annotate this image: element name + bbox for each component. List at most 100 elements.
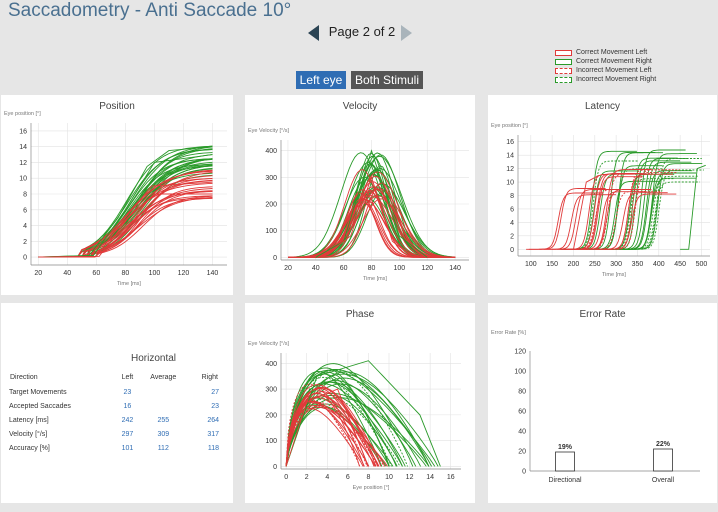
latency-trace (563, 188, 641, 250)
x-tick-label: 500 (696, 261, 708, 268)
x-tick-label: 40 (312, 265, 320, 272)
latency-trace (583, 190, 661, 250)
y-tick-label: 300 (265, 175, 277, 182)
y-tick-label: 200 (265, 412, 277, 419)
page-indicator: Page 2 of 2 (328, 24, 396, 39)
legend-item: Incorrect Movement Left (555, 66, 715, 75)
phase-trace (285, 389, 365, 467)
category-label: Overall (652, 477, 675, 484)
row-label: Latency [ms] (9, 416, 49, 424)
y-tick-label: 14 (506, 153, 514, 160)
cell-avg: 309 (157, 430, 170, 438)
legend-item: Correct Movement Right (555, 57, 715, 66)
x-tick-label: 40 (63, 270, 71, 277)
x-tick-label: 8 (366, 474, 370, 481)
cell-left: 101 (121, 444, 134, 452)
cell-avg: 255 (157, 416, 170, 424)
x-tick-label: 120 (178, 270, 190, 277)
velocity-chart: 20 40 60 80 100 120 140 0 100 200 300 400 Eye Veloci… (248, 128, 469, 282)
velocity-trace (288, 186, 456, 258)
phase-panel: Phase 0 2 4 6 8 10 12 14 16 0 100 200 300 400 Eye Velo… (245, 303, 475, 503)
x-tick-label: 20 (284, 265, 292, 272)
legend-swatch (555, 49, 572, 56)
y-tick-label: 6 (23, 207, 27, 214)
latency-trace (539, 194, 616, 250)
x-tick-label: 2 (305, 474, 309, 481)
y-tick-label: 0 (273, 464, 277, 471)
phase-chart: 0 2 4 6 8 10 12 14 16 0 100 200 300 400 Eye Velocity [… (248, 341, 461, 491)
y-tick-label: 12 (19, 160, 27, 167)
x-tick-label: 6 (346, 474, 350, 481)
phase-trace (285, 400, 377, 467)
y-tick-label: 0 (510, 247, 514, 254)
legend-item: Incorrect Movement Right (555, 75, 715, 84)
error-bar (653, 448, 673, 472)
x-tick-label: 16 (447, 474, 455, 481)
x-tick-label: 350 (632, 261, 644, 268)
latency-trace (619, 177, 697, 250)
row-label: Target Movements (9, 388, 67, 396)
phase-trace (285, 367, 390, 467)
latency-trace (622, 181, 700, 250)
y-tick-label: 8 (510, 193, 514, 200)
column-header: Left (121, 373, 134, 381)
cell-left: 242 (121, 416, 134, 424)
y-tick-label: 2 (510, 233, 514, 240)
table-row: Velocity [°/s] 297 309 317 (9, 427, 219, 441)
legend-swatch (555, 76, 572, 83)
cell-right: 118 (207, 444, 219, 452)
x-tick-label: 140 (449, 265, 461, 272)
phase-series (285, 388, 369, 467)
y-tick-label: 16 (506, 139, 514, 146)
x-tick-label: 300 (610, 261, 622, 268)
legend-label: Correct Movement Left (576, 49, 648, 56)
cell-right: 264 (207, 416, 219, 424)
both-stimuli-toggle[interactable]: Both Stimuli (351, 71, 423, 89)
y-tick-label: 100 (514, 369, 526, 376)
y-tick-label: 2 (23, 239, 27, 246)
x-tick-label: 200 (568, 261, 580, 268)
next-page-icon[interactable] (398, 24, 414, 42)
cell-right: 317 (207, 430, 219, 438)
phase-trace (285, 386, 382, 467)
latency-trace (624, 158, 702, 250)
y-tick-label: 200 (265, 202, 277, 209)
x-tick-label: 100 (525, 261, 537, 268)
phase-trace (285, 401, 379, 467)
legend-swatch (555, 58, 572, 65)
velocity-panel: Velocity 20 40 60 80 100 120 140 0 100 200 300 400 E… (245, 95, 475, 295)
x-tick-label: 80 (121, 270, 129, 277)
category-label: Directional (548, 477, 582, 484)
row-label: Accuracy [%] (9, 444, 50, 452)
summary-table: Direction Left Average Right Target Move… (9, 369, 219, 455)
phase-trace (285, 380, 417, 467)
panel-title: Phase (345, 309, 375, 320)
y-tick-label: 300 (265, 387, 277, 394)
table-header-row: Direction Left Average Right (9, 369, 219, 385)
panel-title: Position (99, 101, 135, 112)
cell-left: 297 (121, 430, 134, 438)
y-tick-label: 40 (518, 429, 526, 436)
x-tick-label: 140 (207, 270, 219, 277)
y-tick-label: 4 (510, 220, 514, 227)
error-bar (555, 451, 575, 472)
phase-trace (285, 387, 369, 467)
position-series (38, 154, 213, 258)
x-tick-label: 100 (394, 265, 406, 272)
x-tick-label: 12 (406, 474, 414, 481)
panel-title: Velocity (342, 101, 378, 112)
y-tick-label: 0 (23, 255, 27, 262)
previous-page-icon[interactable] (306, 24, 322, 42)
legend-swatch (555, 67, 572, 74)
latency-trace (561, 160, 638, 250)
y-tick-label: 20 (518, 449, 526, 456)
left-eye-toggle[interactable]: Left eye (296, 71, 346, 89)
y-tick-label: 100 (265, 228, 277, 235)
row-label: Velocity [°/s] (9, 430, 48, 438)
x-tick-label: 0 (284, 474, 288, 481)
velocity-series (322, 175, 414, 258)
y-tick-label: 14 (19, 144, 27, 151)
x-tick-label: 80 (368, 265, 376, 272)
latency-chart: 100 150 200 250 300 350 400 450 500 0 2 4 6 8 10 12 14 16… (491, 123, 710, 278)
panel-title: Error Rate (579, 309, 626, 320)
